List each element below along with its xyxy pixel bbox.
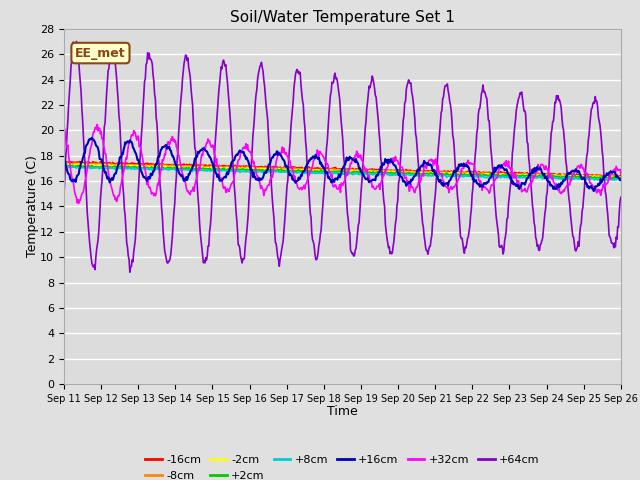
+16cm	[185, 171, 193, 177]
+8cm	[617, 176, 625, 182]
+2cm	[71, 163, 79, 169]
-8cm	[70, 161, 78, 167]
+16cm	[88, 135, 96, 141]
-2cm	[612, 176, 620, 181]
-8cm	[185, 163, 193, 168]
+2cm	[185, 165, 193, 170]
-16cm	[426, 168, 434, 174]
+2cm	[613, 176, 621, 182]
+64cm	[70, 44, 78, 50]
+64cm	[60, 191, 68, 197]
-2cm	[617, 175, 625, 180]
Line: +16cm: +16cm	[64, 138, 621, 191]
+2cm	[68, 162, 76, 168]
-16cm	[127, 160, 135, 166]
+16cm	[617, 177, 625, 182]
+64cm	[126, 269, 134, 275]
+2cm	[128, 164, 136, 170]
+32cm	[75, 201, 83, 206]
Title: Soil/Water Temperature Set 1: Soil/Water Temperature Set 1	[230, 10, 455, 25]
Legend: -16cm, -8cm, -2cm, +2cm, +8cm, +16cm, +32cm, +64cm: -16cm, -8cm, -2cm, +2cm, +8cm, +16cm, +3…	[141, 451, 544, 480]
+8cm	[60, 163, 68, 169]
+64cm	[617, 194, 625, 200]
+32cm	[60, 126, 68, 132]
+32cm	[617, 171, 625, 177]
-16cm	[60, 158, 68, 164]
-2cm	[79, 161, 86, 167]
+8cm	[127, 167, 135, 172]
-16cm	[591, 174, 598, 180]
+8cm	[426, 173, 434, 179]
+8cm	[604, 178, 611, 183]
-16cm	[410, 168, 418, 174]
+16cm	[590, 188, 598, 194]
-8cm	[60, 161, 68, 167]
-2cm	[128, 163, 136, 169]
+16cm	[214, 172, 222, 178]
Line: +8cm: +8cm	[64, 166, 621, 180]
+2cm	[411, 170, 419, 176]
+16cm	[128, 141, 136, 146]
-2cm	[185, 164, 193, 170]
+8cm	[184, 167, 192, 172]
+2cm	[60, 162, 68, 168]
+16cm	[428, 162, 435, 168]
-2cm	[214, 164, 222, 170]
-2cm	[411, 170, 419, 176]
-16cm	[214, 163, 221, 168]
+32cm	[93, 121, 101, 127]
+32cm	[412, 187, 419, 192]
+32cm	[428, 158, 436, 164]
Line: +64cm: +64cm	[64, 41, 621, 272]
Line: -16cm: -16cm	[64, 161, 621, 177]
+32cm	[215, 165, 223, 171]
-8cm	[607, 174, 614, 180]
+64cm	[412, 131, 419, 136]
-16cm	[184, 163, 192, 168]
-8cm	[81, 160, 89, 166]
+16cm	[411, 173, 419, 179]
+8cm	[70, 164, 78, 170]
-8cm	[128, 162, 136, 168]
Line: -2cm: -2cm	[64, 164, 621, 179]
+32cm	[186, 190, 193, 196]
-8cm	[428, 170, 435, 176]
+16cm	[70, 178, 78, 184]
Line: +2cm: +2cm	[64, 165, 621, 179]
-8cm	[617, 174, 625, 180]
-2cm	[428, 169, 435, 175]
+8cm	[214, 168, 221, 173]
+64cm	[72, 38, 80, 44]
+64cm	[428, 232, 436, 238]
-2cm	[60, 163, 68, 169]
Y-axis label: Temperature (C): Temperature (C)	[26, 156, 38, 257]
+64cm	[129, 259, 137, 264]
+2cm	[617, 175, 625, 181]
+8cm	[410, 172, 418, 178]
-8cm	[214, 164, 222, 170]
+32cm	[129, 133, 137, 139]
+2cm	[428, 170, 435, 176]
X-axis label: Time: Time	[327, 405, 358, 418]
+64cm	[215, 87, 223, 93]
Line: +32cm: +32cm	[64, 124, 621, 204]
+64cm	[186, 69, 193, 74]
+32cm	[70, 185, 78, 191]
+2cm	[214, 166, 222, 172]
-16cm	[70, 159, 78, 165]
-16cm	[617, 172, 625, 178]
Line: -8cm: -8cm	[64, 163, 621, 177]
-2cm	[70, 162, 78, 168]
+16cm	[60, 155, 68, 160]
-8cm	[411, 169, 419, 175]
Text: EE_met: EE_met	[75, 47, 126, 60]
